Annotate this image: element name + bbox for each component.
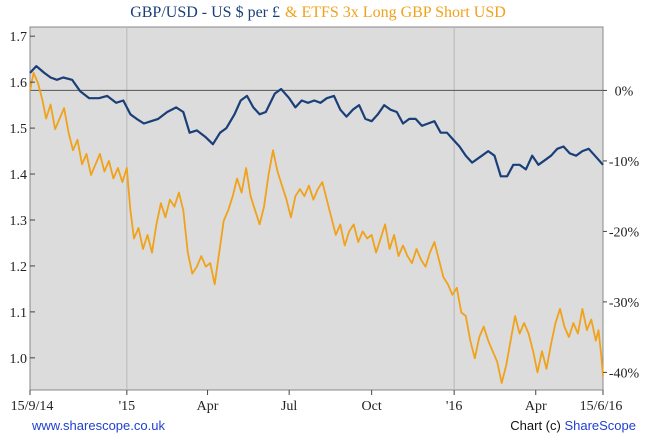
copyright-prefix: Chart (c)	[510, 418, 565, 433]
left-tick-label: 1.5	[10, 122, 28, 137]
right-axis: 0% -10% -20% -30% -40%	[603, 84, 639, 381]
right-tick-label: -20%	[609, 225, 640, 240]
x-tick-label: Apr	[525, 399, 547, 414]
plot-area	[29, 26, 604, 391]
left-tick-label: 1.2	[10, 260, 28, 275]
right-tick-label: 0%	[615, 84, 634, 99]
x-tick-label: '15	[119, 399, 136, 414]
etfs-series-line	[29, 71, 604, 384]
right-tick-label: -30%	[609, 296, 640, 311]
gbpusd-series-line	[29, 64, 604, 178]
left-tick-label: 1.4	[10, 168, 28, 183]
left-axis: 1.7 1.6 1.5 1.4 1.3 1.2 1.1 1.0	[10, 30, 35, 367]
x-axis: 15/9/14 '15 Apr Jul Oct '16 Apr 15/6/16	[11, 390, 623, 414]
right-tick-label: -40%	[609, 366, 640, 381]
left-tick-label: 1.1	[10, 306, 28, 321]
right-tick-label: -10%	[609, 155, 640, 170]
left-tick-label: 1.0	[10, 352, 28, 367]
grid-lines	[126, 27, 455, 390]
title-gbpusd: GBP/USD - US $ per £	[130, 4, 280, 21]
sharescope-website-link[interactable]: www.sharescope.co.uk	[32, 418, 165, 433]
chart-copyright: Chart (c) ShareScope	[510, 418, 636, 433]
x-tick-label: 15/9/14	[11, 399, 54, 414]
left-tick-label: 1.6	[10, 76, 28, 91]
copyright-brand: ShareScope	[564, 418, 636, 433]
x-tick-label: 15/6/16	[580, 399, 623, 414]
x-tick-label: Oct	[362, 399, 382, 414]
chart-title: GBP/USD - US $ per £ & ETFS 3x Long GBP S…	[130, 4, 506, 21]
title-etfs: & ETFS 3x Long GBP Short USD	[285, 4, 506, 21]
series-group	[29, 64, 604, 384]
x-tick-label: Jul	[281, 399, 297, 414]
left-tick-label: 1.3	[10, 214, 28, 229]
x-tick-label: Apr	[197, 399, 219, 414]
left-tick-label: 1.7	[10, 30, 28, 45]
x-tick-label: '16	[446, 399, 463, 414]
